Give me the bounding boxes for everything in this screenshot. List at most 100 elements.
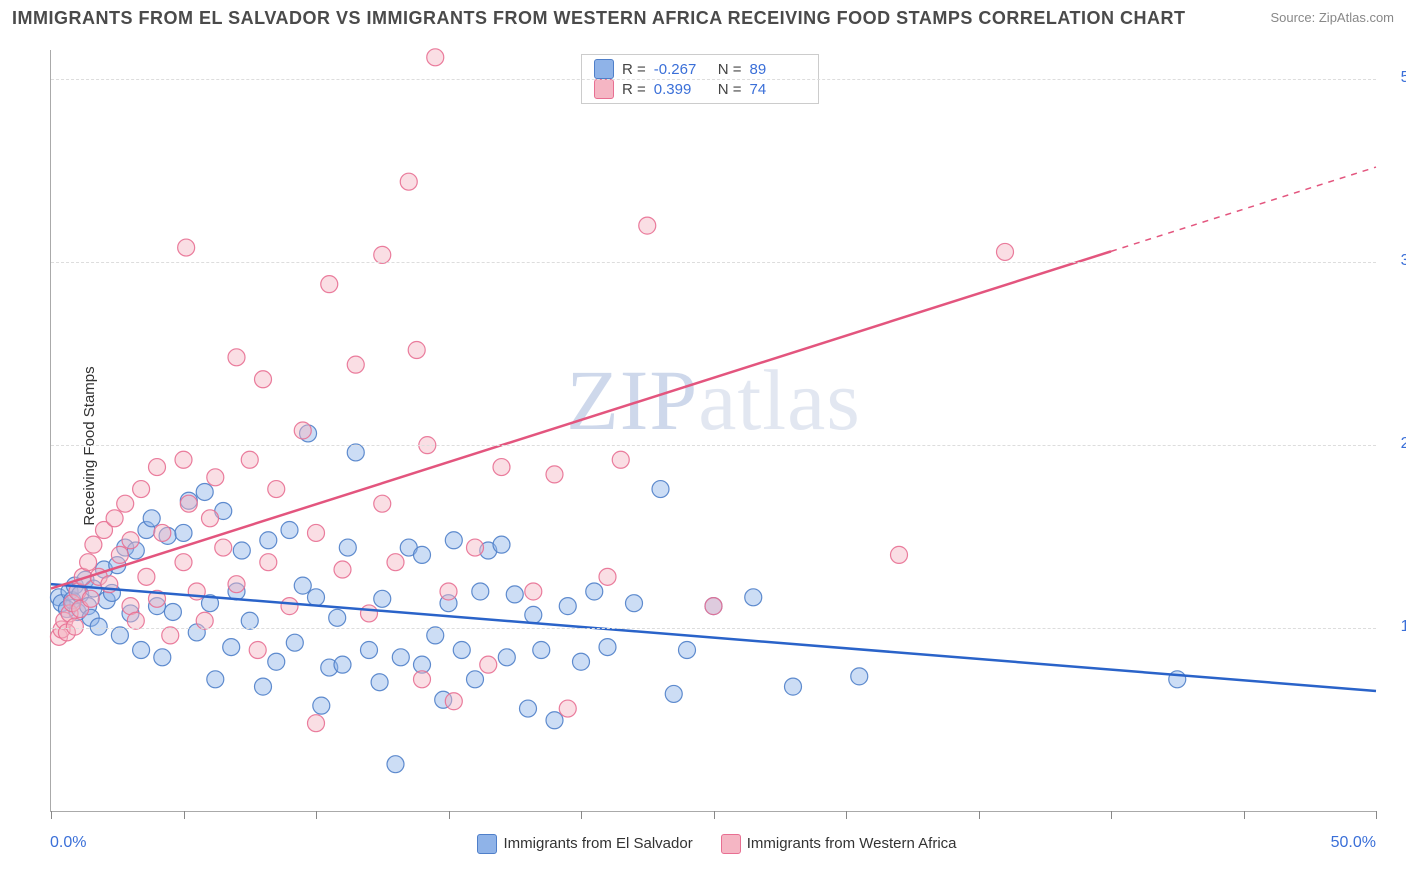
data-point	[467, 539, 484, 556]
legend-series-label: Immigrants from El Salvador	[503, 835, 692, 852]
legend-r-label: R =	[622, 81, 646, 98]
data-point	[329, 609, 346, 626]
x-tick	[184, 811, 185, 819]
data-point	[334, 656, 351, 673]
data-point	[414, 546, 431, 563]
data-point	[255, 678, 272, 695]
data-point	[149, 459, 166, 476]
data-point	[997, 243, 1014, 260]
data-point	[472, 583, 489, 600]
data-point	[493, 536, 510, 553]
data-point	[175, 524, 192, 541]
data-point	[138, 568, 155, 585]
data-point	[546, 466, 563, 483]
data-point	[178, 239, 195, 256]
data-point	[599, 639, 616, 656]
trend-line	[51, 251, 1111, 588]
legend-row: R =-0.267N =89	[594, 59, 806, 79]
series-legend: Immigrants from El Salvador Immigrants fr…	[0, 834, 1406, 854]
data-point	[175, 554, 192, 571]
x-tick	[581, 811, 582, 819]
data-point	[228, 349, 245, 366]
data-point	[408, 342, 425, 359]
data-point	[851, 668, 868, 685]
legend-row: R =0.399N =74	[594, 79, 806, 99]
data-point	[133, 481, 150, 498]
data-point	[414, 671, 431, 688]
data-point	[241, 451, 258, 468]
legend-n-label: N =	[718, 81, 742, 98]
data-point	[106, 510, 123, 527]
data-point	[559, 598, 576, 615]
data-point	[85, 536, 102, 553]
data-point	[154, 524, 171, 541]
data-point	[427, 627, 444, 644]
data-point	[80, 554, 97, 571]
data-point	[255, 371, 272, 388]
data-point	[260, 532, 277, 549]
data-point	[321, 276, 338, 293]
data-point	[374, 246, 391, 263]
x-tick	[51, 811, 52, 819]
data-point	[233, 542, 250, 559]
data-point	[891, 546, 908, 563]
source-label: Source: ZipAtlas.com	[1270, 10, 1394, 25]
data-point	[249, 642, 266, 659]
data-point	[745, 589, 762, 606]
data-point	[122, 532, 139, 549]
data-point	[506, 586, 523, 603]
data-point	[652, 481, 669, 498]
y-tick-label: 50.0%	[1386, 69, 1406, 87]
data-point	[546, 712, 563, 729]
data-point	[308, 589, 325, 606]
data-point	[387, 756, 404, 773]
grid-line	[51, 445, 1376, 446]
data-point	[334, 561, 351, 578]
x-tick	[1111, 811, 1112, 819]
data-point	[117, 495, 134, 512]
data-point	[215, 539, 232, 556]
data-point	[467, 671, 484, 688]
y-tick-label: 25.0%	[1386, 435, 1406, 453]
data-point	[281, 598, 298, 615]
legend-series-label: Immigrants from Western Africa	[747, 835, 957, 852]
grid-line	[51, 262, 1376, 263]
data-point	[347, 444, 364, 461]
data-point	[361, 642, 378, 659]
data-point	[599, 568, 616, 585]
data-point	[196, 483, 213, 500]
data-point	[520, 700, 537, 717]
legend-n-label: N =	[718, 61, 742, 78]
data-point	[440, 583, 457, 600]
data-point	[525, 583, 542, 600]
data-point	[559, 700, 576, 717]
data-point	[387, 554, 404, 571]
data-point	[90, 618, 107, 635]
legend-swatch	[721, 834, 741, 854]
legend-n-value: 89	[750, 61, 806, 78]
data-point	[308, 524, 325, 541]
trend-line-extrapolated	[1111, 167, 1376, 251]
legend-swatch	[594, 59, 614, 79]
data-point	[268, 653, 285, 670]
data-point	[127, 612, 144, 629]
data-point	[180, 495, 197, 512]
data-point	[202, 510, 219, 527]
data-point	[111, 546, 128, 563]
data-point	[82, 590, 99, 607]
y-tick-label: 37.5%	[1386, 252, 1406, 270]
data-point	[445, 693, 462, 710]
data-point	[175, 451, 192, 468]
data-point	[286, 634, 303, 651]
data-point	[260, 554, 277, 571]
data-point	[361, 605, 378, 622]
data-point	[705, 598, 722, 615]
data-point	[164, 603, 181, 620]
data-point	[445, 532, 462, 549]
grid-line	[51, 79, 1376, 80]
data-point	[66, 618, 83, 635]
x-tick	[1376, 811, 1377, 819]
data-point	[111, 627, 128, 644]
data-point	[525, 606, 542, 623]
chart-plot-area: ZIPatlas R =-0.267N =89R =0.399N =74 12.…	[50, 50, 1376, 812]
